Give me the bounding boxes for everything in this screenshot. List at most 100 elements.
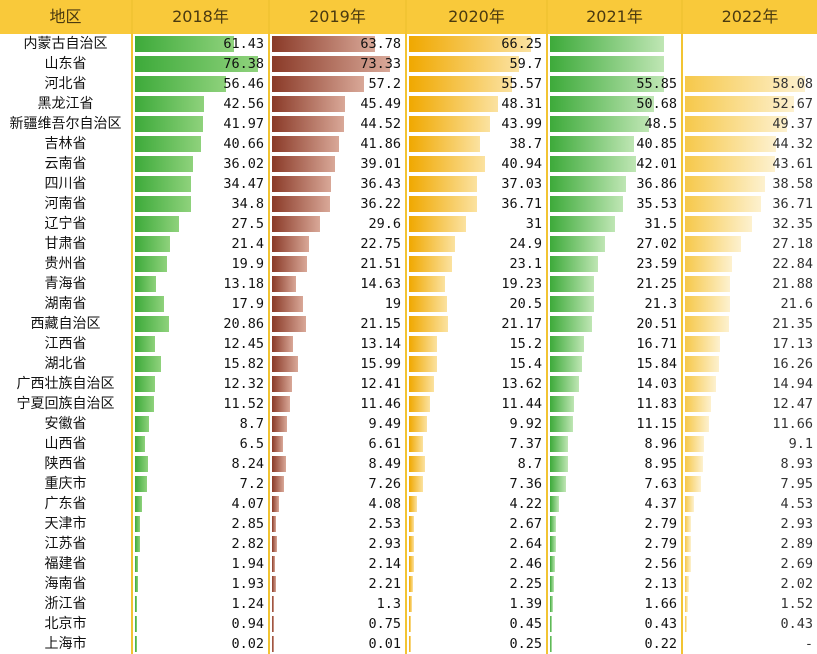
value-cell-2018: 41.97 xyxy=(133,114,268,134)
value-bar xyxy=(685,536,691,552)
value-bar xyxy=(409,496,417,512)
region-cell: 广西壮族自治区 xyxy=(16,376,115,392)
value-bar xyxy=(550,36,665,52)
value-text: 2.67 xyxy=(509,516,542,532)
value-bar xyxy=(685,596,689,612)
value-cell-2021: 48.5 xyxy=(548,114,681,134)
value-bar xyxy=(135,216,180,232)
value-text: 8.95 xyxy=(644,456,677,472)
value-text: 66.25 xyxy=(501,36,542,52)
value-bar xyxy=(685,196,761,212)
value-cell-2022: 2.89 xyxy=(683,534,817,554)
value-text: 22.84 xyxy=(772,256,813,272)
value-cell-2021: 15.84 xyxy=(548,354,681,374)
value-bar xyxy=(550,376,579,392)
value-cell-2020: 36.71 xyxy=(407,194,546,214)
value-text: 36.02 xyxy=(223,156,264,172)
value-bar xyxy=(409,536,414,552)
table-row: 云南省 36.02 39.01 40.94 42.01 43.61 xyxy=(0,154,817,174)
value-bar xyxy=(409,576,414,592)
value-cell-2022: 2.02 xyxy=(683,574,817,594)
value-text: 2.64 xyxy=(509,536,542,552)
value-cell-2020: 2.46 xyxy=(407,554,546,574)
header-year-2019: 2019年 xyxy=(309,7,366,26)
value-text: 15.2 xyxy=(509,336,542,352)
value-bar xyxy=(409,276,445,292)
value-bar xyxy=(272,316,307,332)
value-cell-2020: 1.39 xyxy=(407,594,546,614)
value-cell-2019: 2.53 xyxy=(270,514,405,534)
value-cell-2021: 2.56 xyxy=(548,554,681,574)
value-text: 8.24 xyxy=(231,456,264,472)
value-cell-2022: 49.37 xyxy=(683,114,817,134)
value-cell-2019: 2.93 xyxy=(270,534,405,554)
value-cell-2018: 40.66 xyxy=(133,134,268,154)
table-row: 上海市 0.02 0.01 0.25 0.22 - xyxy=(0,634,817,654)
value-cell-2018: 36.02 xyxy=(133,154,268,174)
value-cell-2018: 1.94 xyxy=(133,554,268,574)
value-text: 40.85 xyxy=(636,136,677,152)
value-cell-2022: 43.61 xyxy=(683,154,817,174)
value-text: 1.52 xyxy=(780,596,813,612)
value-text: 2.79 xyxy=(644,536,677,552)
value-cell-2018: 8.7 xyxy=(133,414,268,434)
value-bar xyxy=(135,316,169,332)
value-bar xyxy=(135,196,192,212)
value-bar xyxy=(272,636,274,652)
value-text: 31.5 xyxy=(644,216,677,232)
value-cell-2020: 13.62 xyxy=(407,374,546,394)
value-cell-2020: 23.1 xyxy=(407,254,546,274)
region-cell: 山西省 xyxy=(44,436,87,452)
value-cell-2021: 2.79 xyxy=(548,514,681,534)
table-row: 山东省 76.38 73.33 59.7 xyxy=(0,54,817,74)
region-cell: 上海市 xyxy=(44,636,87,652)
value-text: 73.33 xyxy=(360,56,401,72)
value-text: 44.52 xyxy=(360,116,401,132)
value-text: 43.61 xyxy=(772,156,813,172)
value-bar xyxy=(272,336,294,352)
value-text: 36.22 xyxy=(360,196,401,212)
value-bar xyxy=(135,96,204,112)
value-cell-2021: 55.85 xyxy=(548,74,681,94)
value-cell-2018: 7.2 xyxy=(133,474,268,494)
region-cell: 甘肃省 xyxy=(44,236,87,252)
value-cell-2020: 11.44 xyxy=(407,394,546,414)
value-cell-2018: 8.24 xyxy=(133,454,268,474)
value-cell-2022: 22.84 xyxy=(683,254,817,274)
value-text: 21.15 xyxy=(360,316,401,332)
value-bar xyxy=(272,516,277,532)
value-text: 29.6 xyxy=(368,216,401,232)
value-bar xyxy=(135,576,139,592)
value-text: 0.43 xyxy=(644,616,677,632)
value-cell-2018: 56.46 xyxy=(133,74,268,94)
value-cell-2021: 8.95 xyxy=(548,454,681,474)
value-cell-2019: 57.2 xyxy=(270,74,405,94)
value-bar xyxy=(135,76,227,92)
value-text: 56.46 xyxy=(223,76,264,92)
value-text: 55.57 xyxy=(501,76,542,92)
value-text: 19 xyxy=(384,296,401,312)
value-bar xyxy=(685,216,752,232)
region-cell: 广东省 xyxy=(44,496,87,512)
value-bar xyxy=(135,296,164,312)
value-cell-2021 xyxy=(548,54,681,74)
value-bar xyxy=(409,176,478,192)
column-divider xyxy=(405,0,407,654)
value-text: 11.52 xyxy=(223,396,264,412)
value-text: 55.85 xyxy=(636,76,677,92)
value-text: 0.43 xyxy=(780,616,813,632)
table-row: 广西壮族自治区 12.32 12.41 13.62 14.03 14.94 xyxy=(0,374,817,394)
value-text: 8.93 xyxy=(780,456,813,472)
value-bar xyxy=(550,56,665,72)
value-bar xyxy=(685,416,710,432)
value-text: 7.26 xyxy=(368,476,401,492)
value-text: 48.31 xyxy=(501,96,542,112)
value-cell-2019: 45.49 xyxy=(270,94,405,114)
value-bar xyxy=(272,36,375,52)
table-row: 吉林省 40.66 41.86 38.7 40.85 44.32 xyxy=(0,134,817,154)
value-bar xyxy=(409,36,532,52)
value-cell-2018: 0.02 xyxy=(133,634,268,654)
value-cell-2020: 31 xyxy=(407,214,546,234)
value-bar xyxy=(409,236,455,252)
value-bar xyxy=(685,336,721,352)
